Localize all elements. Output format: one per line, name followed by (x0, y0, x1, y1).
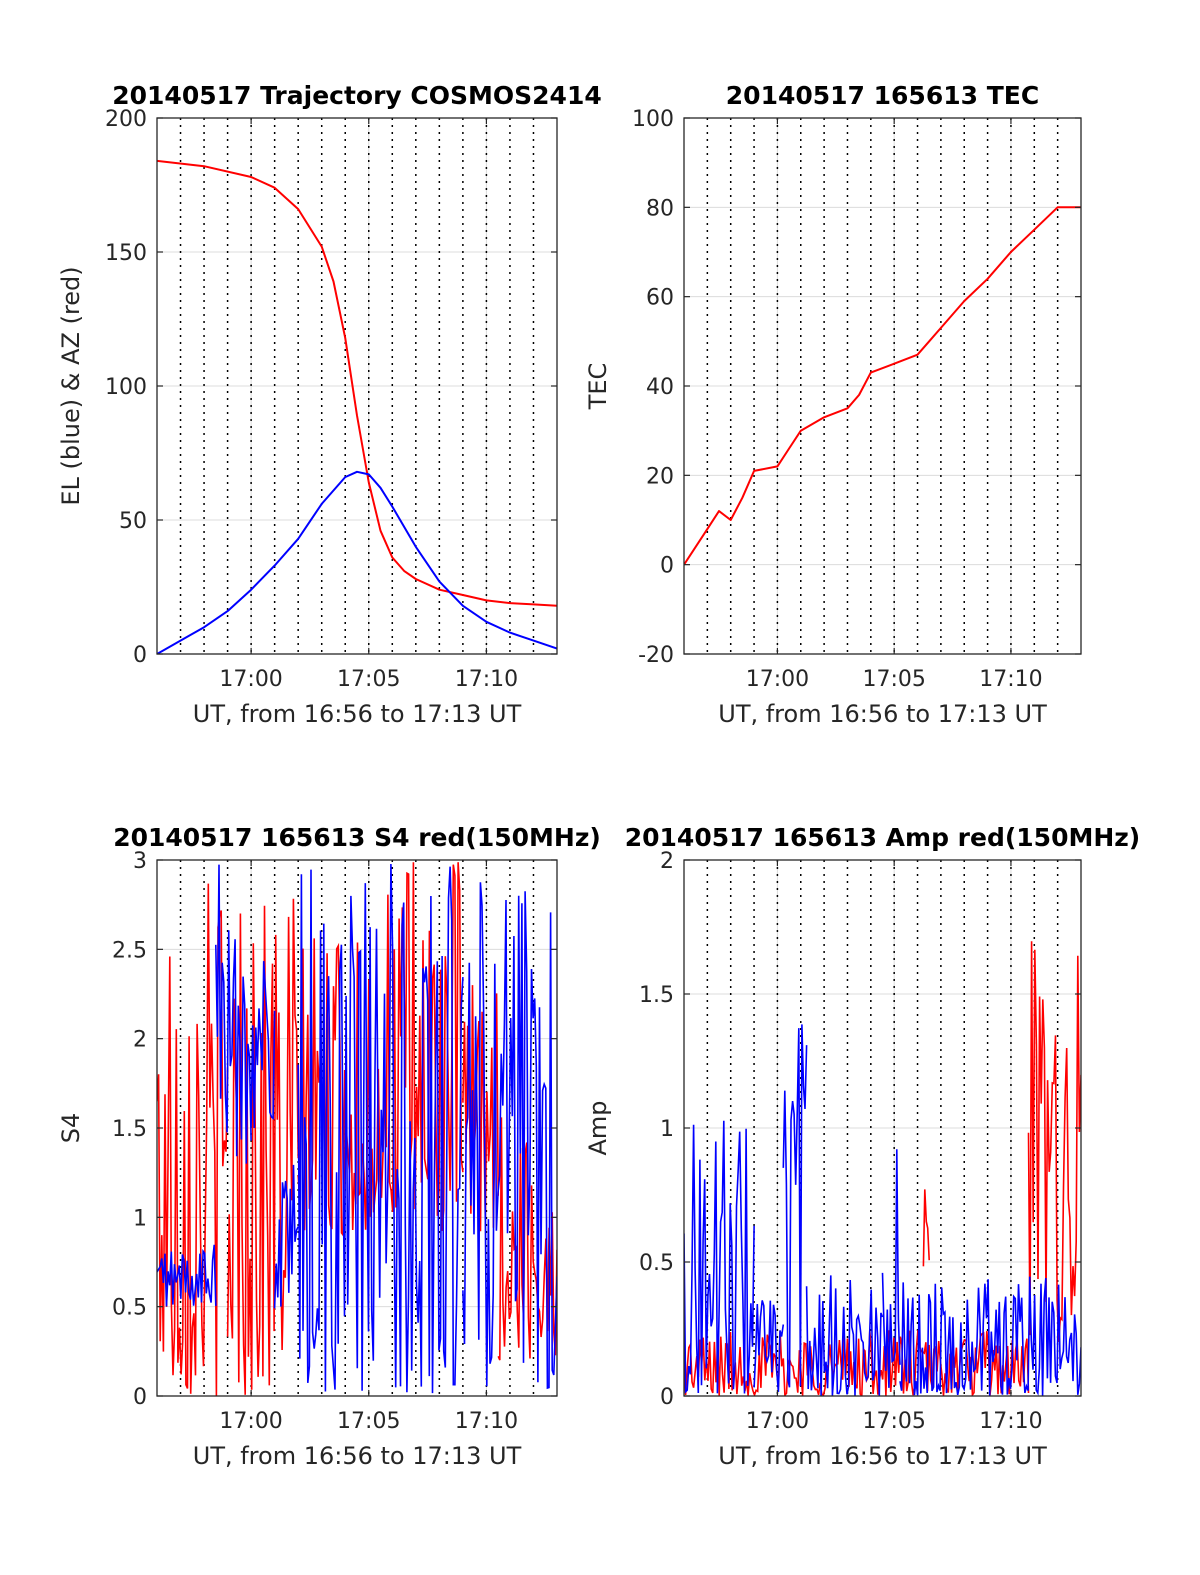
chart-title: 20140517 165613 S4 red(150MHz) (113, 823, 601, 852)
y-tick-label: 1 (660, 1117, 674, 1142)
y-axis-label: EL (blue) & AZ (red) (57, 266, 85, 505)
series-segment-1-1 (215, 864, 252, 1164)
chart-panel-tec: -20 0 20 40 60 80 100 17:00 17:05 17:10 UT, from 1… (584, 81, 1082, 728)
y-tick-label: 1.5 (112, 1117, 147, 1142)
y-tick-label: 60 (646, 286, 674, 311)
x-tick-label: 17:10 (979, 667, 1042, 692)
series-segment-1-2 (782, 1024, 808, 1388)
series-segment-1-5 (462, 882, 557, 1390)
series-segment-1-0 (157, 1244, 217, 1307)
y-tick-label: 20 (646, 464, 674, 489)
chart-panel-s4: 0 0.5 1 1.5 2 2.5 3 17:00 17:05 17:10 UT, from 16:… (57, 823, 601, 1470)
series-segment-0-2 (1027, 941, 1081, 1343)
y-tick-label: 0 (133, 643, 147, 668)
series-segment-0-1 (922, 1189, 930, 1267)
x-tick-label: 17:00 (746, 667, 809, 692)
x-tick-label: 17:05 (337, 667, 400, 692)
y-tick-label: 0 (133, 1385, 147, 1410)
y-tick-label: 2 (660, 849, 674, 874)
series-segment-1-2 (250, 961, 276, 1129)
y-tick-label: 0.5 (112, 1296, 147, 1321)
series-line-1 (157, 470, 557, 654)
series-segment-1-5 (899, 1276, 1081, 1396)
x-tick-label: 17:00 (219, 1409, 282, 1434)
y-tick-label: 0 (660, 554, 674, 579)
series-segment-0-0 (157, 883, 229, 1396)
plot-area (684, 206, 1081, 566)
plot-area (684, 941, 1081, 1396)
chart-title: 20140517 165613 TEC (726, 81, 1039, 110)
y-tick-label: 0.5 (639, 1251, 674, 1276)
y-tick-label: 1.5 (639, 983, 674, 1008)
y-axis-label: S4 (57, 1113, 85, 1144)
y-tick-label: 50 (119, 509, 147, 534)
chart-panel-trajectory: 0 50 100 150 200 17:00 17:05 17:10 UT, from 16:5… (57, 81, 602, 728)
series-segment-1-0 (684, 1120, 755, 1394)
x-tick-label: 17:05 (337, 1409, 400, 1434)
y-axis-label: Amp (584, 1100, 612, 1155)
series-line-0 (684, 206, 1081, 566)
y-tick-label: 2.5 (112, 938, 147, 963)
y-tick-label: 2 (133, 1028, 147, 1053)
y-tick-label: 150 (105, 241, 147, 266)
series-segment-1-3 (805, 1275, 884, 1396)
x-tick-label: 17:10 (455, 1409, 518, 1434)
y-tick-label: -20 (638, 643, 674, 668)
y-axis-label: TEC (584, 363, 612, 411)
series-segment-1-1 (753, 1300, 785, 1392)
y-tick-label: 100 (105, 375, 147, 400)
chart-title: 20140517 165613 Amp red(150MHz) (625, 823, 1141, 852)
x-tick-label: 17:05 (862, 1409, 925, 1434)
y-tick-label: 1 (133, 1206, 147, 1231)
x-tick-label: 17:00 (219, 667, 282, 692)
chart-panel-amp: 0 0.5 1 1.5 2 17:00 17:05 17:10 UT, from 16:56 t… (584, 823, 1140, 1470)
x-axis-label: UT, from 16:56 to 17:13 UT (718, 1442, 1047, 1470)
x-tick-label: 17:00 (746, 1409, 809, 1434)
y-tick-label: 200 (105, 107, 147, 132)
y-tick-label: 3 (133, 849, 147, 874)
x-tick-label: 17:10 (455, 667, 518, 692)
y-tick-label: 100 (632, 107, 674, 132)
series-segment-1-4 (297, 863, 464, 1394)
y-tick-label: 40 (646, 375, 674, 400)
x-axis-label: UT, from 16:56 to 17:13 UT (718, 700, 1047, 728)
y-tick-label: 0 (660, 1385, 674, 1410)
series-segment-1-3 (273, 1164, 299, 1309)
chart-title: 20140517 Trajectory COSMOS2414 (112, 81, 602, 110)
x-tick-label: 17:05 (862, 667, 925, 692)
series-line-0 (157, 159, 557, 607)
x-tick-label: 17:10 (979, 1409, 1042, 1434)
plot-area (157, 159, 557, 654)
x-axis-label: UT, from 16:56 to 17:13 UT (193, 700, 522, 728)
series-segment-0-1 (226, 898, 299, 1395)
plot-area (157, 862, 557, 1396)
series-segment-1-4 (881, 1149, 901, 1388)
y-tick-label: 80 (646, 196, 674, 221)
x-axis-label: UT, from 16:56 to 17:13 UT (193, 1442, 522, 1470)
